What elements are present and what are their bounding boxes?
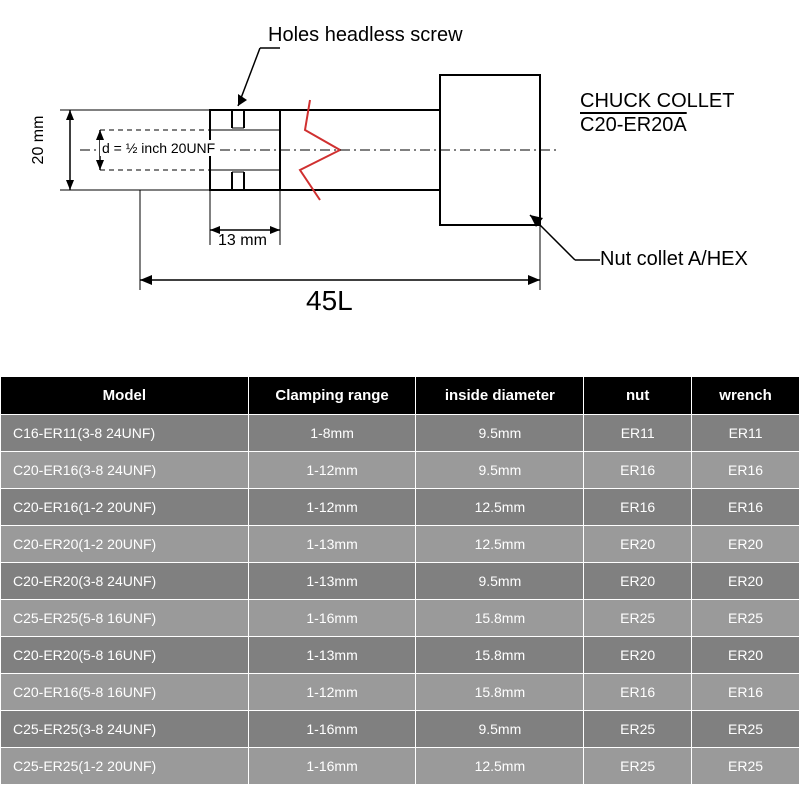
label-height-20mm: 20 mm	[30, 90, 48, 190]
table-cell: 15.8mm	[416, 637, 584, 674]
spec-table: ModelClamping rangeinside diameternutwre…	[0, 376, 800, 785]
table-cell: 12.5mm	[416, 526, 584, 563]
label-thread-spec: d = ½ inch 20UNF	[100, 140, 217, 156]
label-length-45l: 45L	[300, 285, 359, 317]
table-row: C25-ER25(1-2 20UNF)1-16mm12.5mmER25ER25	[1, 748, 800, 785]
table-cell: C20-ER16(1-2 20UNF)	[1, 489, 249, 526]
table-cell: 1-8mm	[248, 415, 416, 452]
col-header: Clamping range	[248, 377, 416, 415]
table-cell: ER25	[584, 711, 692, 748]
table-cell: ER20	[692, 563, 800, 600]
table-cell: C20-ER16(3-8 24UNF)	[1, 452, 249, 489]
table-cell: ER20	[584, 637, 692, 674]
table-cell: ER25	[692, 711, 800, 748]
table-cell: C20-ER20(1-2 20UNF)	[1, 526, 249, 563]
table-row: C20-ER20(3-8 24UNF)1-13mm9.5mmER20ER20	[1, 563, 800, 600]
table-cell: C25-ER25(3-8 24UNF)	[1, 711, 249, 748]
table-cell: 9.5mm	[416, 563, 584, 600]
col-header: wrench	[692, 377, 800, 415]
table-cell: 1-12mm	[248, 489, 416, 526]
table-cell: 9.5mm	[416, 452, 584, 489]
table-cell: 1-13mm	[248, 563, 416, 600]
table-cell: ER16	[584, 452, 692, 489]
label-shank-13mm: 13 mm	[218, 232, 267, 250]
table-cell: 9.5mm	[416, 415, 584, 452]
table-cell: C20-ER16(5-8 16UNF)	[1, 674, 249, 711]
col-header: nut	[584, 377, 692, 415]
table-cell: ER25	[692, 748, 800, 785]
table-cell: ER25	[584, 748, 692, 785]
table-cell: 1-16mm	[248, 748, 416, 785]
table-cell: C25-ER25(5-8 16UNF)	[1, 600, 249, 637]
table-row: C25-ER25(5-8 16UNF)1-16mm15.8mmER25ER25	[1, 600, 800, 637]
table-cell: 9.5mm	[416, 711, 584, 748]
col-header: inside diameter	[416, 377, 584, 415]
table-cell: 1-16mm	[248, 600, 416, 637]
table-cell: ER11	[584, 415, 692, 452]
label-title-chuck: CHUCK COLLET	[580, 90, 734, 113]
table-row: C16-ER11(3-8 24UNF)1-8mm9.5mmER11ER11	[1, 415, 800, 452]
table-cell: ER16	[692, 489, 800, 526]
technical-diagram: Holes headless screw 20 mm d = ½ inch 20…	[0, 0, 800, 376]
table-cell: 12.5mm	[416, 489, 584, 526]
table-row: C20-ER16(1-2 20UNF)1-12mm12.5mmER16ER16	[1, 489, 800, 526]
table-cell: ER20	[584, 563, 692, 600]
table-cell: 1-13mm	[248, 526, 416, 563]
table-cell: 12.5mm	[416, 748, 584, 785]
col-header: Model	[1, 377, 249, 415]
table-cell: ER25	[584, 600, 692, 637]
table-cell: C16-ER11(3-8 24UNF)	[1, 415, 249, 452]
table-cell: ER25	[692, 600, 800, 637]
table-row: C20-ER20(1-2 20UNF)1-13mm12.5mmER20ER20	[1, 526, 800, 563]
table-cell: ER16	[692, 452, 800, 489]
label-title-model: C20-ER20A	[580, 114, 687, 137]
table-cell: ER20	[584, 526, 692, 563]
table-cell: ER16	[584, 489, 692, 526]
table-cell: 1-12mm	[248, 674, 416, 711]
table-row: C20-ER20(5-8 16UNF)1-13mm15.8mmER20ER20	[1, 637, 800, 674]
table-cell: ER20	[692, 526, 800, 563]
table-cell: C25-ER25(1-2 20UNF)	[1, 748, 249, 785]
spec-table-container: ModelClamping rangeinside diameternutwre…	[0, 376, 800, 785]
label-holes-screw: Holes headless screw	[268, 24, 463, 47]
table-row: C20-ER16(5-8 16UNF)1-12mm15.8mmER16ER16	[1, 674, 800, 711]
table-cell: C20-ER20(5-8 16UNF)	[1, 637, 249, 674]
table-cell: ER11	[692, 415, 800, 452]
table-cell: 1-13mm	[248, 637, 416, 674]
diagram-svg	[0, 0, 800, 376]
table-row: C25-ER25(3-8 24UNF)1-16mm9.5mmER25ER25	[1, 711, 800, 748]
label-nut-collet: Nut collet A/HEX	[600, 248, 748, 271]
table-row: C20-ER16(3-8 24UNF)1-12mm9.5mmER16ER16	[1, 452, 800, 489]
table-cell: 1-12mm	[248, 452, 416, 489]
table-header-row: ModelClamping rangeinside diameternutwre…	[1, 377, 800, 415]
table-cell: ER20	[692, 637, 800, 674]
table-cell: ER16	[584, 674, 692, 711]
table-cell: 15.8mm	[416, 600, 584, 637]
table-cell: ER16	[692, 674, 800, 711]
table-cell: C20-ER20(3-8 24UNF)	[1, 563, 249, 600]
table-cell: 1-16mm	[248, 711, 416, 748]
table-cell: 15.8mm	[416, 674, 584, 711]
